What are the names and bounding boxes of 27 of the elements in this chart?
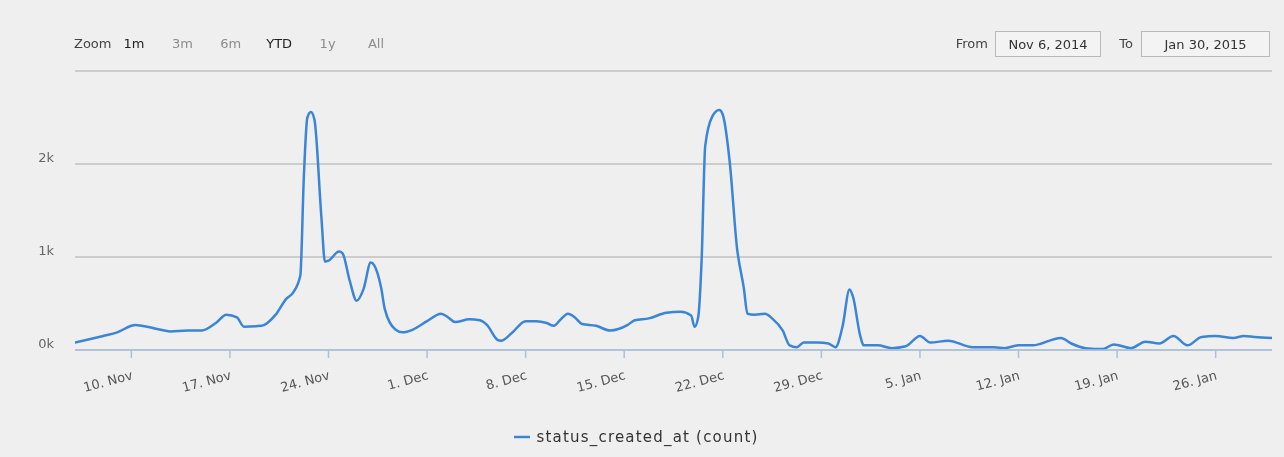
text: YTD — [265, 35, 294, 53]
text: 1y — [318, 35, 337, 53]
x-tick-label: 15. Dec — [574, 367, 627, 395]
x-tick-label: 1. Dec — [385, 367, 430, 393]
y-tick-label: 0k — [38, 336, 55, 351]
text: 3m — [170, 35, 194, 53]
x-tick-label: 24. Nov — [278, 367, 332, 395]
text: From — [955, 35, 988, 53]
x-tick-label: 8. Dec — [484, 367, 529, 393]
x-tick-label: 26. Jan — [1171, 367, 1219, 394]
x-tick-label: 5. Jan — [883, 367, 923, 392]
x-tick-label: 29. Dec — [771, 367, 825, 395]
x-tick-label: 12. Jan — [974, 367, 1022, 394]
text: All — [366, 35, 386, 53]
input-field: Jan 30, 2015 — [1141, 31, 1270, 57]
y-tick-label: 1k — [38, 243, 55, 258]
input-field: Nov 6, 2014 — [995, 31, 1101, 57]
x-tick-label: 22. Dec — [673, 367, 726, 395]
y-tick-label: 2k — [38, 150, 55, 165]
text: To — [1119, 35, 1133, 53]
text: 6m — [219, 35, 243, 53]
legend-label: status_created_at (count) — [536, 428, 759, 446]
x-tick-label: 10. Nov — [81, 367, 135, 395]
text: Zoom — [74, 35, 112, 53]
x-tick-label: 19. Jan — [1072, 367, 1120, 394]
text: 1m — [122, 35, 146, 53]
x-tick-label: 17. Nov — [180, 367, 233, 395]
